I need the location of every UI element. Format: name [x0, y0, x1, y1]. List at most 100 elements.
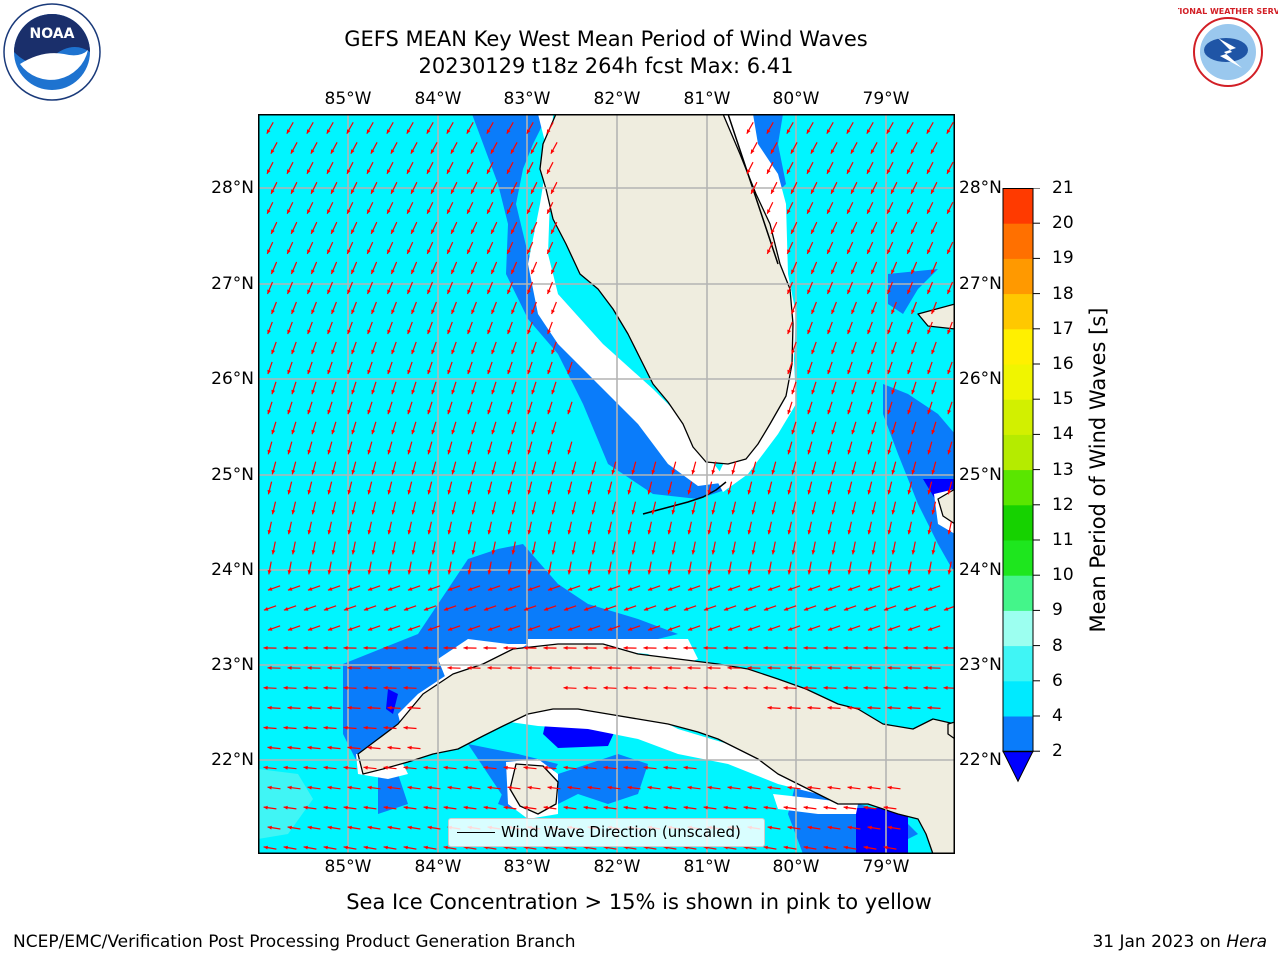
wind-arrow-head: [347, 369, 351, 375]
wind-arrow-head: [771, 469, 776, 475]
wind-arrow-head: [931, 349, 935, 355]
wind-arrow-head: [363, 805, 368, 810]
colorbar-segment: [1003, 364, 1033, 400]
wind-arrow-head: [827, 587, 833, 591]
wind-arrow-head: [527, 289, 531, 294]
wind-arrow-head: [727, 530, 732, 535]
wind-arrow-head: [827, 369, 831, 375]
wind-arrow-head: [827, 570, 832, 575]
wind-arrow-head: [863, 805, 868, 810]
wind-arrow-head: [763, 607, 769, 611]
colorbar-tick-label: 9: [1052, 600, 1063, 621]
wind-arrow-head: [407, 745, 412, 750]
wind-arrow-head: [403, 685, 408, 690]
wind-arrow-head: [910, 149, 915, 154]
wind-arrow-head: [867, 627, 873, 631]
lon-label-bottom-81w: 81°W: [683, 857, 731, 877]
wind-arrow-head: [507, 409, 512, 415]
wind-arrow-head: [451, 349, 455, 355]
wind-arrow-head: [887, 489, 892, 495]
wind-arrow-head: [347, 825, 352, 830]
wind-arrow-head: [551, 429, 556, 435]
wind-arrow-head: [911, 509, 916, 515]
wind-arrow-head: [931, 309, 935, 314]
wind-arrow-head: [947, 329, 951, 335]
wind-arrow-head: [723, 607, 729, 611]
wind-arrow-head: [843, 646, 848, 650]
wind-arrow-head: [431, 309, 435, 314]
wind-arrow-head: [743, 685, 748, 690]
wind-arrow-head: [407, 409, 412, 415]
wind-arrow-head: [831, 189, 835, 194]
lon-label-top-83w: 83°W: [503, 89, 551, 109]
wind-arrow-head: [727, 666, 732, 670]
wind-arrow-head: [907, 449, 912, 455]
wind-arrow-head: [787, 289, 791, 294]
lon-label-bottom-80w: 80°W: [772, 857, 820, 877]
wind-arrow-head: [947, 409, 952, 415]
wind-arrow-head: [807, 666, 812, 670]
wind-arrow-head: [383, 845, 388, 850]
wind-arrow-head: [927, 169, 931, 174]
wind-arrow-head: [387, 530, 392, 535]
wind-arrow-head: [411, 349, 415, 355]
wind-arrow-head: [427, 587, 433, 591]
wind-arrow-head: [447, 289, 451, 294]
colorbar-segment: [1003, 504, 1033, 541]
wind-arrow-head: [787, 369, 791, 375]
colorbar-tick-label: 15: [1052, 389, 1074, 410]
wind-arrow-head: [263, 765, 268, 770]
wind-arrow-head: [387, 587, 393, 591]
wind-arrow-head: [507, 289, 511, 294]
wind-arrow-head: [311, 469, 316, 475]
wind-arrow-head: [567, 627, 573, 631]
wind-arrow-head: [371, 309, 375, 314]
wind-arrow-head: [887, 666, 892, 670]
wind-arrow-head: [407, 570, 412, 575]
wind-arrow-head: [747, 627, 753, 631]
wind-arrow-head: [507, 169, 511, 174]
wind-arrow-head: [887, 705, 892, 710]
wind-arrow-head: [263, 725, 268, 730]
wind-arrow-head: [803, 805, 808, 810]
wind-arrow-head: [307, 627, 313, 631]
wind-arrow-head: [827, 329, 831, 335]
wind-arrow-head: [511, 550, 516, 555]
wind-arrow-head: [683, 805, 688, 810]
wind-arrow-head: [867, 705, 872, 710]
wind-arrow-head: [583, 607, 589, 611]
wind-arrow-head: [543, 646, 548, 650]
wind-arrow-head: [303, 845, 308, 850]
wind-arrow-head: [507, 785, 512, 790]
wind-arrow-head: [291, 389, 296, 395]
wind-arrow-head: [443, 765, 448, 770]
wind-arrow-head: [311, 229, 315, 234]
lon-label-top-79w: 79°W: [862, 89, 910, 109]
wind-arrow-head: [691, 509, 696, 515]
wind-arrow-head: [387, 369, 391, 375]
wind-arrow-head: [283, 805, 288, 810]
wind-arrow-head: [327, 570, 332, 575]
wind-arrow-head: [811, 309, 815, 314]
footer-date: 31 Jan 2023 on Hera: [1092, 932, 1267, 952]
wind-arrow-head: [347, 666, 352, 670]
wind-arrow-head: [287, 289, 291, 294]
wind-arrow-head: [423, 845, 428, 850]
wind-arrow-head: [491, 389, 496, 395]
wind-arrow-head: [791, 309, 795, 314]
wind-arrow-head: [911, 469, 916, 475]
lat-label-right-27n: 27°N: [959, 274, 1002, 294]
wind-arrow-head: [267, 329, 271, 335]
lat-label-right-28n: 28°N: [959, 178, 1002, 198]
wind-arrow-head: [791, 349, 795, 355]
wind-arrow-head: [503, 646, 508, 650]
wind-arrow-head: [923, 646, 928, 650]
wind-arrow-head: [263, 685, 268, 690]
wind-arrow-head: [887, 169, 891, 174]
wind-arrow-head: [287, 666, 292, 670]
wind-arrow-head: [647, 530, 652, 535]
wind-arrow-head: [907, 249, 911, 254]
wind-arrow-head: [307, 169, 311, 174]
wind-arrow-head: [911, 550, 916, 555]
wind-arrow-head: [403, 607, 409, 611]
